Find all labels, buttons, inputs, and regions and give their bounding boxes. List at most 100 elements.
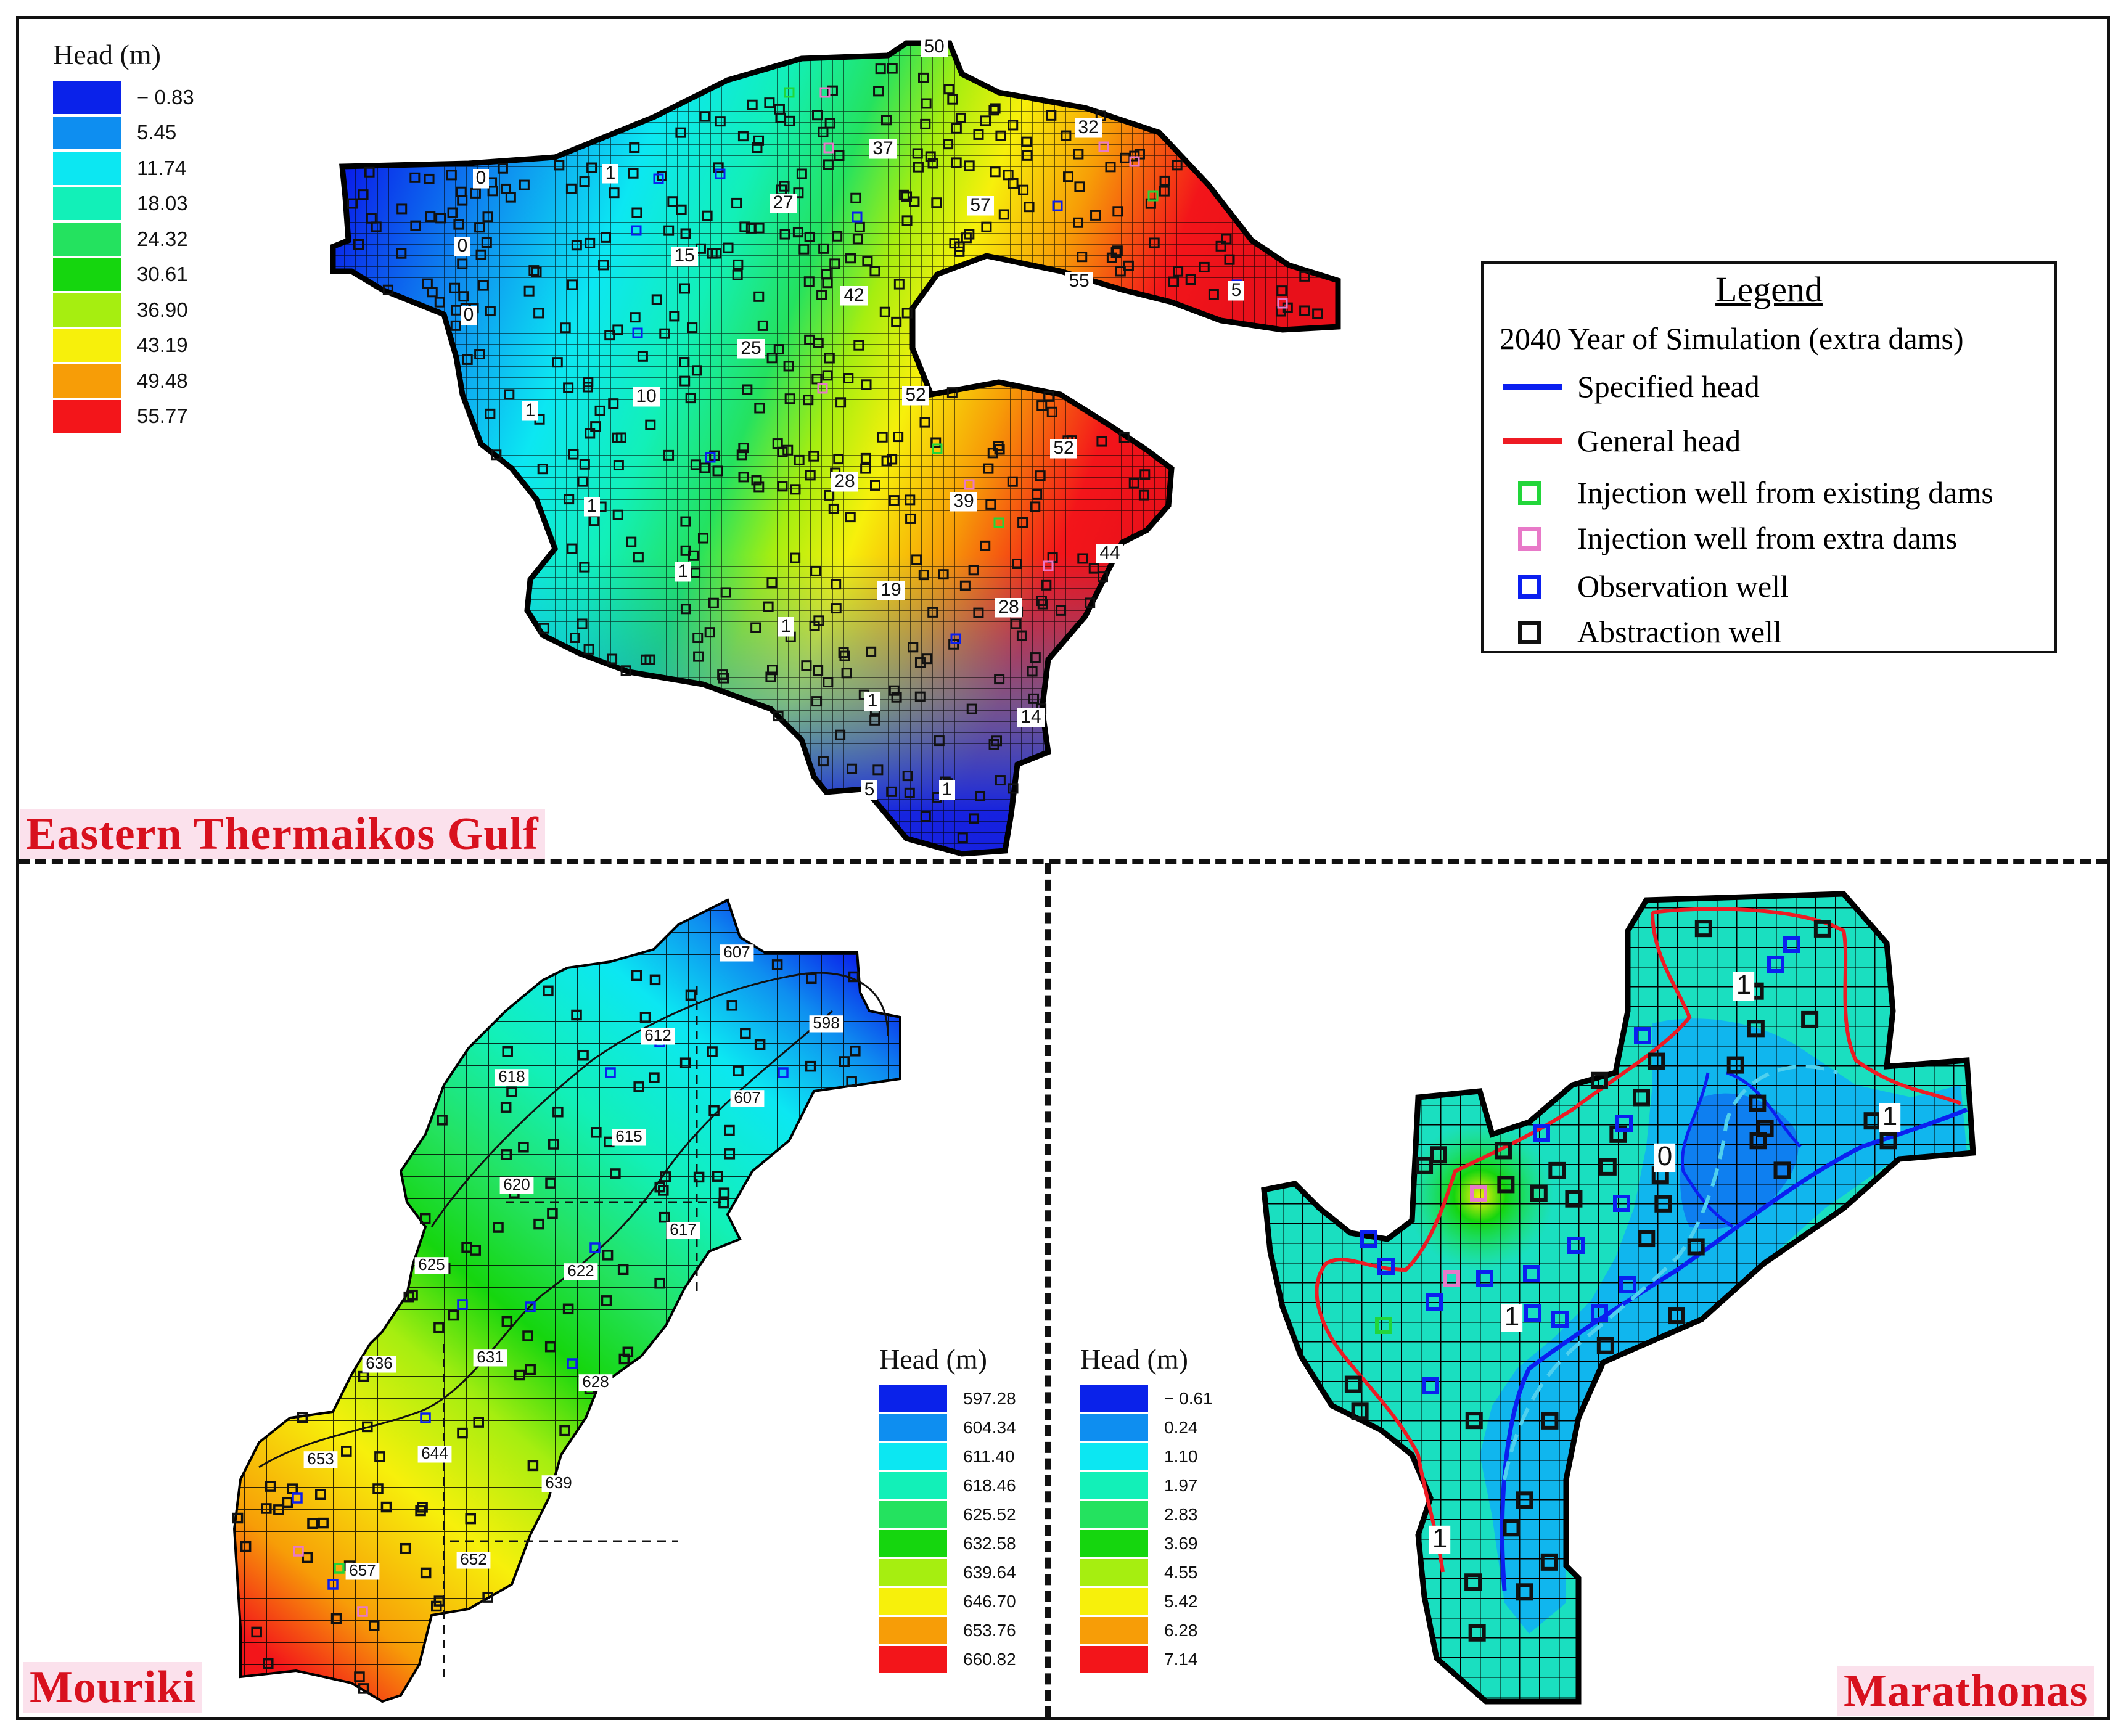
well-marker — [934, 735, 945, 747]
well-marker — [1074, 181, 1085, 192]
marathonas-scale-label: 4.55 — [1164, 1562, 1198, 1582]
well-marker — [450, 320, 461, 331]
well-marker — [707, 1046, 718, 1057]
well-marker — [420, 1412, 431, 1423]
well-marker — [586, 162, 597, 173]
well-marker — [913, 162, 924, 173]
well-marker — [808, 451, 819, 462]
vertical-divider — [1045, 863, 1051, 1718]
contour-label: 28 — [995, 597, 1022, 618]
well-marker — [1043, 560, 1054, 571]
marathonas-scale-row: − 0.61 — [1080, 1384, 1213, 1413]
well-marker — [804, 231, 815, 242]
well-marker — [501, 1149, 512, 1160]
contour-label: 1 — [1879, 1101, 1901, 1132]
well-marker — [753, 135, 765, 146]
well-marker — [651, 294, 662, 305]
well-marker — [548, 1139, 559, 1150]
well-marker — [372, 1483, 384, 1494]
well-marker — [901, 215, 913, 226]
contour-label: 14 — [1017, 706, 1045, 727]
well-marker — [1027, 666, 1038, 677]
well-marker — [887, 454, 898, 465]
observation-square-icon — [1518, 575, 1541, 599]
well-marker — [1035, 470, 1046, 481]
well-marker — [733, 259, 744, 270]
well-marker — [612, 432, 623, 443]
well-marker — [990, 103, 1001, 114]
contour-label: 607 — [730, 1088, 765, 1107]
well-marker — [1043, 391, 1054, 402]
well-marker — [810, 565, 821, 576]
well-marker — [1098, 141, 1109, 152]
contour-label: 0 — [473, 168, 489, 189]
svg-text:55: 55 — [1069, 271, 1089, 291]
well-marker — [1668, 1307, 1686, 1325]
marathonas-scale-row: 5.42 — [1080, 1587, 1213, 1616]
well-marker — [538, 623, 549, 634]
well-marker — [660, 1171, 671, 1182]
well-marker — [654, 1277, 665, 1289]
well-marker — [589, 1242, 601, 1253]
mouriki-scale-swatch — [879, 1616, 947, 1644]
marathonas-scale-row: 4.55 — [1080, 1558, 1213, 1587]
well-marker — [893, 432, 904, 443]
svg-text:652: 652 — [460, 1550, 486, 1568]
well-marker — [543, 985, 554, 997]
well-marker — [693, 651, 704, 662]
well-marker — [261, 1503, 272, 1514]
well-marker — [318, 1517, 329, 1529]
well-marker — [364, 166, 375, 178]
well-marker — [1007, 476, 1018, 487]
well-marker — [841, 668, 852, 679]
well-marker — [1749, 1094, 1767, 1112]
well-marker — [497, 163, 508, 174]
well-marker — [1465, 1412, 1483, 1430]
well-marker — [1221, 234, 1232, 245]
mouriki-scale-swatch — [879, 1558, 947, 1586]
well-marker — [845, 253, 856, 264]
mouriki-scale-row: 632.58 — [879, 1529, 1016, 1558]
well-marker — [1590, 1071, 1608, 1089]
mouriki-scale-label: 653.76 — [963, 1620, 1016, 1640]
well-marker — [374, 1451, 385, 1462]
well-marker — [396, 248, 407, 259]
well-marker — [570, 633, 581, 644]
svg-text:1: 1 — [1736, 970, 1751, 1000]
mouriki-scale-label: 611.40 — [963, 1446, 1015, 1466]
well-marker — [753, 291, 765, 302]
legend-item-general-head: General head — [1484, 423, 2054, 460]
legend-item-observation: Observation well — [1484, 568, 2054, 605]
well-marker — [880, 115, 892, 126]
well-marker — [766, 577, 778, 588]
well-marker — [925, 151, 936, 162]
mouriki-scale-rows: 597.28 604.34 611.40 618.46 625.52 632.58 639.… — [879, 1384, 1016, 1674]
well-marker — [1567, 1237, 1585, 1254]
well-marker — [740, 1028, 751, 1039]
well-marker — [565, 183, 577, 194]
well-marker — [453, 219, 464, 230]
well-marker — [805, 1060, 816, 1072]
svg-text:32: 32 — [1078, 117, 1098, 137]
well-marker — [712, 1171, 723, 1182]
well-marker — [715, 116, 726, 127]
well-marker — [1147, 190, 1159, 202]
mouriki-map: 607 598 612 618 607 615 620 617 625 622 636 631 628 6… — [232, 899, 901, 1703]
well-marker — [420, 1567, 432, 1579]
well-marker — [1088, 563, 1099, 574]
svg-text:27: 27 — [773, 192, 793, 213]
legend-box: Legend 2040 Year of Simulation (extra da… — [1481, 261, 2057, 653]
well-marker — [824, 118, 835, 129]
eastern-scale-swatch — [53, 81, 121, 114]
well-marker — [251, 1626, 262, 1638]
well-marker — [474, 222, 485, 233]
well-marker — [983, 463, 994, 474]
well-marker — [724, 1124, 735, 1136]
contour-label: 55 — [1065, 271, 1093, 292]
well-marker — [1011, 618, 1022, 629]
marathonas-scale-row: 3.69 — [1080, 1529, 1213, 1558]
well-marker — [422, 278, 433, 289]
well-marker — [869, 714, 880, 726]
well-marker — [582, 382, 593, 393]
well-marker — [948, 639, 959, 650]
